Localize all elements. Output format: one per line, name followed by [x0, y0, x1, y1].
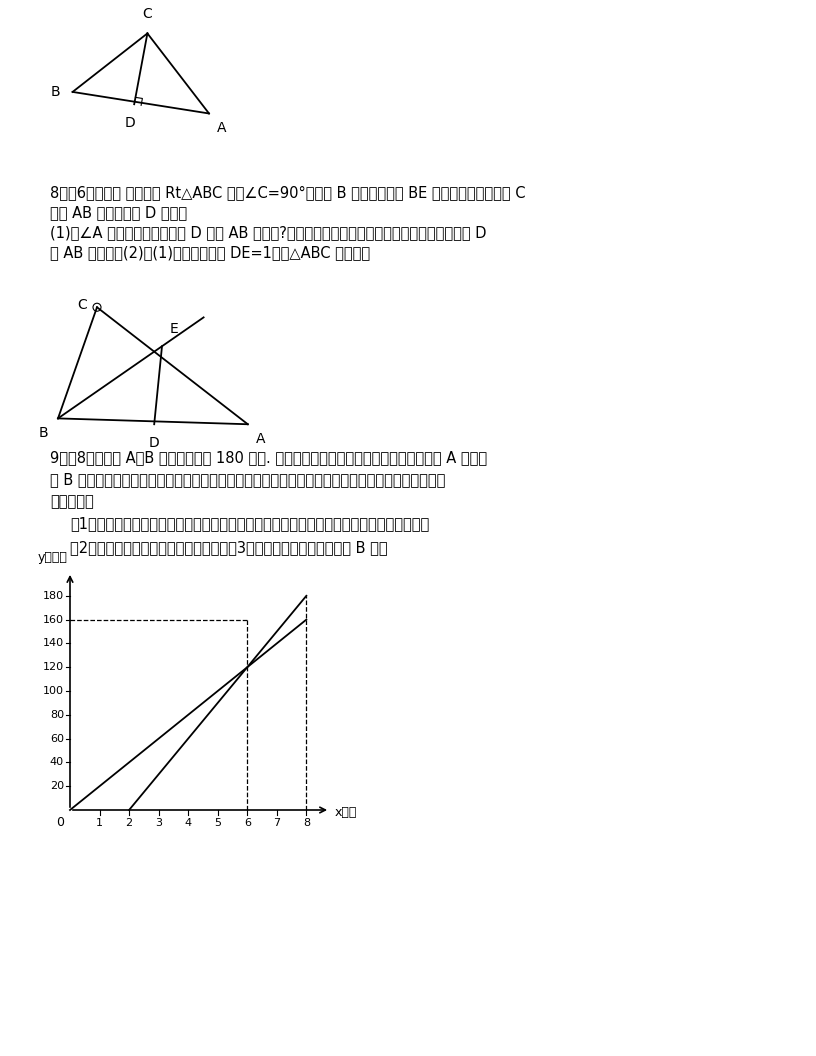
Text: 8: 8 [303, 818, 310, 828]
Text: x／时: x／时 [335, 806, 357, 818]
Text: 1: 1 [96, 818, 103, 828]
Text: 下列问题：: 下列问题： [50, 494, 94, 509]
Text: 3: 3 [155, 818, 162, 828]
Text: 2: 2 [126, 818, 133, 828]
Text: y／海里: y／海里 [38, 551, 68, 564]
Text: 60: 60 [50, 734, 64, 743]
Text: 160: 160 [43, 615, 64, 624]
Text: C: C [78, 298, 87, 313]
Text: 8、（6分）已知 如图，在 Rt△ABC 中，∠C=90°，沿过 B 点的一条直线 BE 折叠这个三角形，使 C: 8、（6分）已知 如图，在 Rt△ABC 中，∠C=90°，沿过 B 点的一条直… [50, 185, 526, 200]
Text: 4: 4 [184, 818, 192, 828]
Text: 7: 7 [273, 818, 281, 828]
Text: 120: 120 [43, 662, 64, 673]
Text: A: A [217, 121, 227, 135]
Text: 80: 80 [50, 710, 64, 720]
Text: 6: 6 [244, 818, 251, 828]
Text: B: B [38, 427, 48, 440]
Text: （1）请分别求出表示轮船和快艇行驶过程的函数表达式（不要求写出自变量的取值范围）；: （1）请分别求出表示轮船和快艇行驶过程的函数表达式（不要求写出自变量的取值范围）… [70, 516, 429, 531]
Text: 180: 180 [43, 590, 64, 601]
Text: 为 AB 的中点；(2)在(1)的条件下，若 DE=1，求△ABC 的面积。: 为 AB 的中点；(2)在(1)的条件下，若 DE=1，求△ABC 的面积。 [50, 245, 370, 260]
Text: 140: 140 [43, 639, 64, 648]
Text: (1)当∠A 满足什么条件时，点 D 恰为 AB 的中点?写出一个你认为适当的条件，并利用此条件证明 D: (1)当∠A 满足什么条件时，点 D 恰为 AB 的中点?写出一个你认为适当的条… [50, 225, 486, 240]
Text: D: D [149, 436, 160, 450]
Text: 到 B 港航行过程中路程随时间变化的图象（分别是正比例函数图象和一次函数图象）。根据图象解答: 到 B 港航行过程中路程随时间变化的图象（分别是正比例函数图象和一次函数图象）。… [50, 472, 446, 487]
Text: 5: 5 [215, 818, 221, 828]
Text: 40: 40 [50, 757, 64, 768]
Text: 0: 0 [56, 816, 64, 829]
Text: 点与 AB 边上的一点 D 重合。: 点与 AB 边上的一点 D 重合。 [50, 205, 187, 220]
Text: 20: 20 [50, 781, 64, 791]
Text: 100: 100 [43, 686, 64, 696]
Text: A: A [255, 432, 265, 447]
Text: D: D [125, 116, 135, 130]
Text: （2）快艇出发多长时间后能超过轮船？（3）快艇和轮船哪一艘先到达 B 港？: （2）快艇出发多长时间后能超过轮船？（3）快艇和轮船哪一艘先到达 B 港？ [70, 540, 388, 555]
Text: E: E [170, 322, 179, 336]
Text: 9、（8分）已知 A、B 两个海港相距 180 海里. 如图表示一艘轮船和一艘快艇沿相同路线从 A 港出发: 9、（8分）已知 A、B 两个海港相距 180 海里. 如图表示一艘轮船和一艘快… [50, 450, 487, 465]
Text: C: C [143, 7, 153, 21]
Text: B: B [51, 84, 60, 99]
